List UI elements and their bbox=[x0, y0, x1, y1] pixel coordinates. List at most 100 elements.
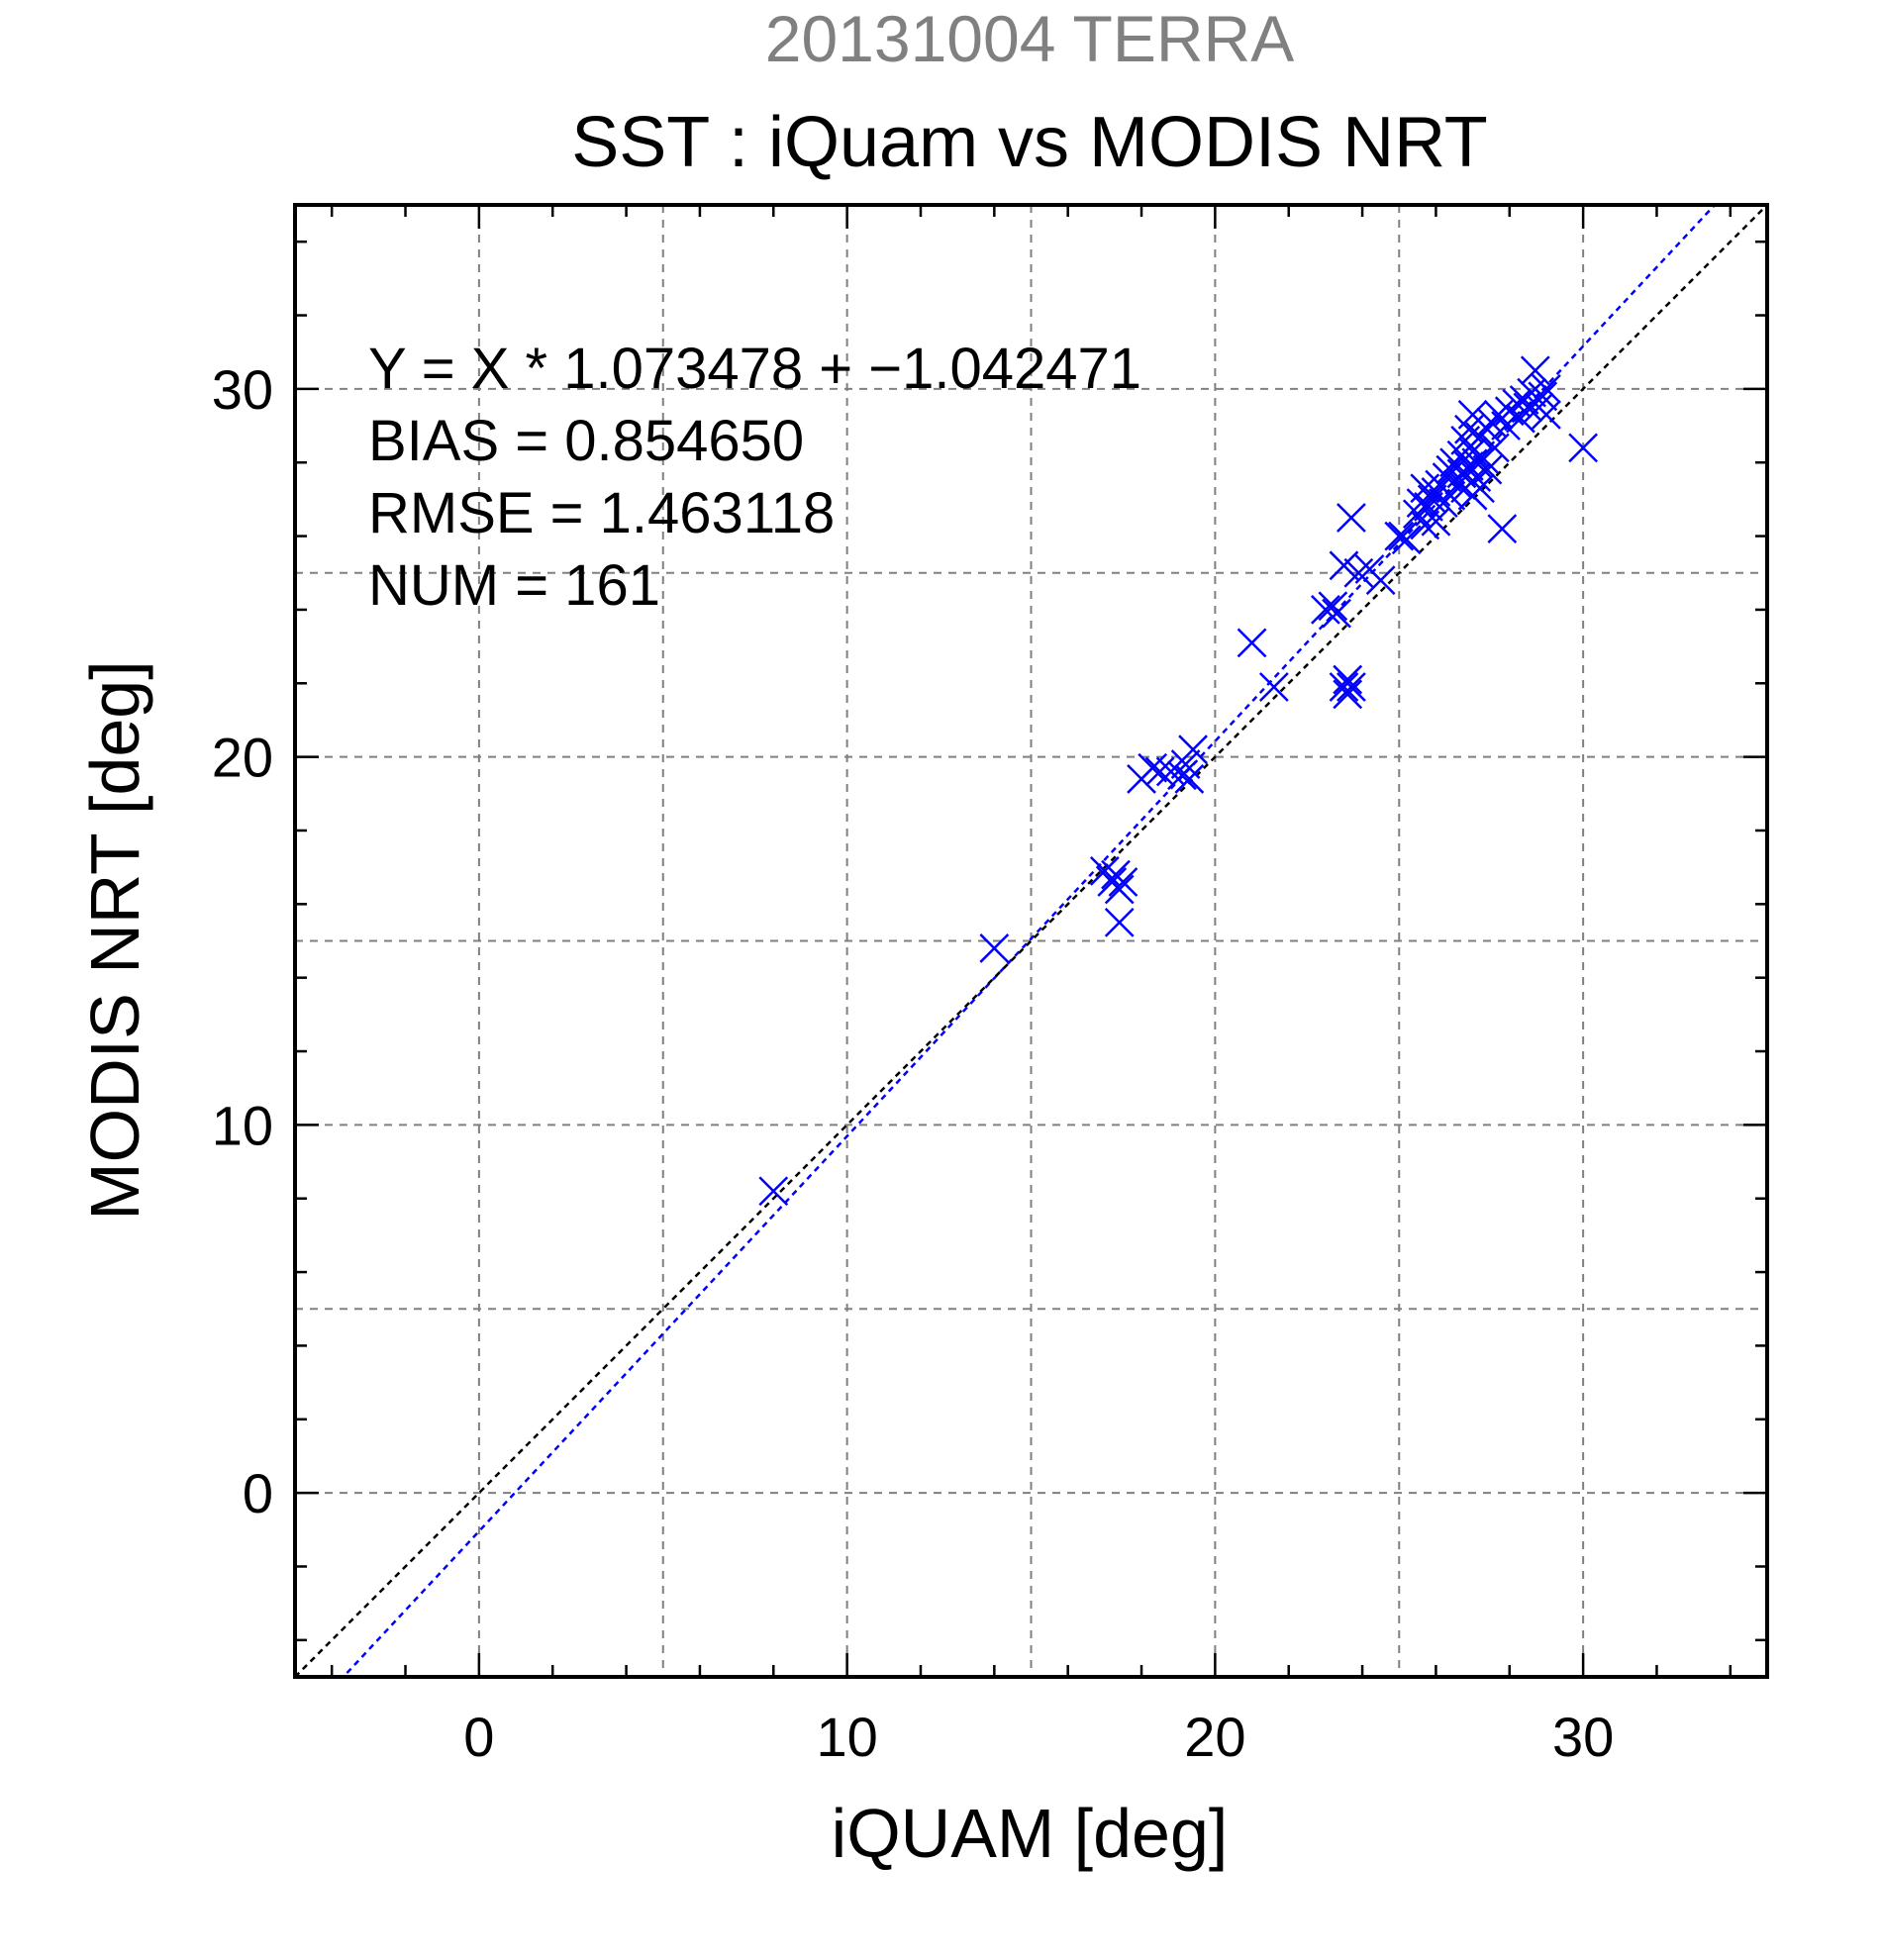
y-axis-label: MODIS NRT [deg] bbox=[76, 660, 153, 1220]
x-tick-label: 20 bbox=[1184, 1706, 1245, 1768]
data-point bbox=[1436, 454, 1466, 485]
y-tick-label: 10 bbox=[212, 1094, 273, 1156]
tick-marks bbox=[295, 205, 1767, 1677]
data-point-stroke bbox=[1480, 433, 1510, 463]
data-point bbox=[1480, 433, 1510, 463]
data-point-stroke bbox=[1336, 503, 1366, 533]
data-point bbox=[1167, 760, 1197, 791]
data-point-stroke bbox=[979, 933, 1010, 963]
data-point-stroke bbox=[1178, 735, 1208, 765]
data-point-stroke bbox=[1520, 355, 1550, 386]
data-point bbox=[1410, 510, 1440, 540]
plot-frame bbox=[293, 203, 1769, 1679]
data-point bbox=[1311, 595, 1340, 625]
x-axis-label: iQUAM [deg] bbox=[832, 1795, 1229, 1872]
data-point bbox=[1528, 381, 1558, 412]
data-point-stroke bbox=[1089, 855, 1120, 886]
data-point-stroke bbox=[1138, 752, 1168, 783]
data-point-stroke bbox=[1258, 672, 1289, 702]
data-point bbox=[1322, 598, 1351, 629]
data-point-stroke bbox=[1410, 510, 1440, 540]
data-point bbox=[1336, 503, 1366, 533]
data-point bbox=[1487, 514, 1518, 544]
data-point bbox=[758, 1176, 789, 1207]
num-value: NUM = 161 bbox=[368, 553, 660, 618]
x-tick-label: 30 bbox=[1552, 1706, 1614, 1768]
data-point-stroke bbox=[1457, 400, 1488, 430]
data-point-stroke bbox=[1329, 672, 1359, 702]
data-point bbox=[1520, 355, 1550, 386]
data-point-stroke bbox=[1322, 598, 1351, 629]
data-point bbox=[1108, 867, 1138, 897]
stats-annotation: Y = X * 1.073478 + −1.042471 BIAS = 0.854… bbox=[368, 337, 1141, 618]
data-point-stroke bbox=[1384, 521, 1415, 551]
data-point bbox=[1391, 525, 1422, 555]
data-point-stroke bbox=[1318, 591, 1348, 622]
data-point-stroke bbox=[1104, 908, 1135, 937]
data-point bbox=[1384, 521, 1415, 551]
data-point bbox=[1532, 400, 1561, 430]
data-point-stroke bbox=[1465, 473, 1495, 504]
data-point bbox=[1568, 433, 1599, 463]
data-point-stroke bbox=[1487, 514, 1518, 544]
data-point bbox=[1258, 672, 1289, 702]
x-tick-label: 10 bbox=[816, 1706, 877, 1768]
data-point-stroke bbox=[1568, 433, 1599, 463]
regression-equation: Y = X * 1.073478 + −1.042471 bbox=[368, 337, 1141, 401]
y-tick-label: 0 bbox=[243, 1462, 273, 1524]
data-point bbox=[1472, 414, 1503, 444]
data-point bbox=[1333, 664, 1363, 695]
data-point bbox=[1465, 473, 1495, 504]
data-point-stroke bbox=[1365, 565, 1396, 596]
data-point-stroke bbox=[1167, 760, 1197, 791]
data-point-stroke bbox=[1532, 373, 1561, 404]
data-point-stroke bbox=[1343, 557, 1374, 588]
data-point-stroke bbox=[758, 1176, 789, 1207]
identity-line bbox=[295, 205, 1767, 1677]
chart-subtitle: SST : iQuam vs MODIS NRT bbox=[571, 103, 1488, 182]
data-point-stroke bbox=[1174, 764, 1205, 794]
data-point bbox=[1237, 628, 1267, 658]
data-points bbox=[758, 355, 1599, 1207]
data-point bbox=[1333, 679, 1363, 710]
data-point bbox=[1329, 550, 1359, 581]
x-tick-label: 0 bbox=[463, 1706, 494, 1768]
y-tick-label: 20 bbox=[212, 727, 273, 789]
data-point bbox=[1472, 454, 1503, 485]
rmse-value: RMSE = 1.463118 bbox=[368, 481, 835, 545]
data-point bbox=[1343, 557, 1374, 588]
data-point-stroke bbox=[1333, 679, 1363, 710]
data-point bbox=[1336, 672, 1366, 702]
data-point-stroke bbox=[1333, 664, 1363, 695]
data-point-stroke bbox=[1329, 550, 1359, 581]
data-point-stroke bbox=[1108, 867, 1138, 897]
bias-value: BIAS = 0.854650 bbox=[368, 409, 804, 473]
data-point bbox=[1329, 672, 1359, 702]
data-point-stroke bbox=[1461, 447, 1492, 478]
data-point-stroke bbox=[1421, 506, 1451, 537]
data-point-stroke bbox=[1528, 381, 1558, 412]
data-point-stroke bbox=[1170, 749, 1201, 779]
data-point bbox=[1104, 874, 1135, 905]
data-point bbox=[1138, 752, 1168, 783]
data-point bbox=[1104, 908, 1135, 937]
data-point bbox=[1532, 373, 1561, 404]
data-point bbox=[1174, 764, 1205, 794]
data-point-stroke bbox=[1436, 454, 1466, 485]
data-point bbox=[979, 933, 1010, 963]
data-point-stroke bbox=[1311, 595, 1340, 625]
grid bbox=[295, 205, 1767, 1677]
y-tick-label: 30 bbox=[212, 358, 273, 421]
data-point-stroke bbox=[1104, 874, 1135, 905]
data-point bbox=[1178, 735, 1208, 765]
data-point-stroke bbox=[1336, 672, 1366, 702]
data-point bbox=[1421, 506, 1451, 537]
data-point-stroke bbox=[1472, 454, 1503, 485]
data-point bbox=[1318, 591, 1348, 622]
chart-title: 20131004 TERRA bbox=[765, 2, 1294, 75]
tick-labels: 0 10 20 30 0 10 20 30 bbox=[212, 358, 1615, 1768]
data-point bbox=[1365, 565, 1396, 596]
data-point-stroke bbox=[1472, 414, 1503, 444]
data-point-stroke bbox=[1457, 437, 1488, 466]
